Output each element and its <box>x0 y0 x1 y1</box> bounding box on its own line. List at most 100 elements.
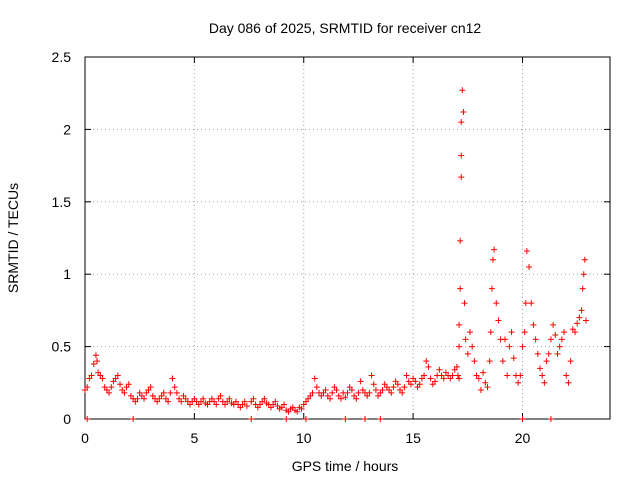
data-point <box>368 372 375 379</box>
data-point <box>403 372 410 379</box>
data-point <box>458 152 465 159</box>
data-point <box>547 416 554 422</box>
data-point <box>462 336 469 343</box>
data-point <box>489 256 496 263</box>
data-point <box>491 246 498 253</box>
data-point <box>283 416 290 422</box>
data-point <box>467 329 473 336</box>
data-point <box>125 381 132 388</box>
data-point <box>121 389 128 396</box>
data-point <box>579 285 586 292</box>
data-point <box>114 372 121 379</box>
data-point <box>582 317 589 324</box>
data-point <box>84 416 91 422</box>
data-point <box>200 395 207 402</box>
data-point <box>552 332 559 339</box>
data-point <box>226 395 233 402</box>
data-point <box>427 375 434 382</box>
y-tick-label: 1 <box>63 266 71 282</box>
data-point <box>390 384 397 391</box>
data-point <box>510 355 517 362</box>
data-point <box>394 381 401 388</box>
data-point <box>528 300 535 307</box>
data-point <box>486 358 493 365</box>
data-point <box>160 389 167 396</box>
data-point <box>581 256 588 263</box>
y-tick-label: 2.5 <box>52 49 72 65</box>
data-point <box>342 394 349 401</box>
x-tick-label: 15 <box>405 430 421 446</box>
data-point <box>333 387 340 394</box>
data-point <box>530 321 537 328</box>
data-point <box>572 329 578 336</box>
data-point <box>327 395 333 402</box>
data-point <box>302 416 309 422</box>
data-point <box>88 372 95 379</box>
data-point <box>167 389 174 396</box>
data-point <box>309 389 316 396</box>
data-point <box>471 358 478 365</box>
data-point <box>561 329 568 336</box>
data-point <box>344 389 351 396</box>
data-point <box>534 350 541 357</box>
data-point <box>504 372 511 379</box>
data-point <box>461 300 468 307</box>
data-point <box>506 343 513 350</box>
data-point <box>495 317 502 324</box>
data-point <box>550 321 557 328</box>
data-point <box>457 285 464 292</box>
data-points <box>82 87 589 422</box>
data-point <box>456 343 463 350</box>
data-point <box>558 336 565 343</box>
data-point <box>493 300 500 307</box>
data-point <box>459 87 466 94</box>
data-point <box>370 381 377 388</box>
data-point <box>556 343 563 350</box>
data-point <box>178 398 185 405</box>
data-point <box>545 350 552 357</box>
data-point <box>353 395 360 402</box>
data-point <box>487 329 494 336</box>
data-point <box>92 352 99 359</box>
x-axis-label: GPS time / hours <box>292 458 399 474</box>
x-tick-label: 20 <box>515 430 531 446</box>
data-point <box>460 109 467 116</box>
data-point <box>499 358 506 365</box>
data-point <box>388 389 395 396</box>
data-point <box>272 398 279 405</box>
data-point <box>421 372 428 379</box>
y-tick-label: 0 <box>63 411 71 427</box>
data-point <box>580 271 587 278</box>
data-point <box>401 384 408 391</box>
data-point <box>379 387 386 394</box>
data-point <box>453 363 460 370</box>
data-point <box>348 387 355 394</box>
data-point <box>449 372 456 379</box>
data-point <box>241 398 248 405</box>
data-point <box>99 375 106 382</box>
data-point <box>329 389 336 396</box>
data-point <box>508 329 515 336</box>
data-point <box>147 384 154 391</box>
data-point <box>399 389 406 396</box>
data-point <box>313 384 320 391</box>
data-point <box>477 387 484 394</box>
data-point <box>84 384 91 391</box>
data-point <box>311 375 318 382</box>
data-point <box>482 379 489 386</box>
data-point <box>456 375 463 382</box>
data-point <box>407 381 414 388</box>
data-point <box>458 174 465 181</box>
data-point <box>440 375 447 382</box>
data-point <box>574 320 581 327</box>
data-point <box>362 416 368 422</box>
data-point <box>517 372 524 379</box>
data-point <box>106 389 113 396</box>
data-point <box>243 402 250 409</box>
data-point <box>337 395 344 402</box>
data-point <box>355 389 362 396</box>
data-point <box>519 416 526 422</box>
data-point <box>436 366 443 373</box>
